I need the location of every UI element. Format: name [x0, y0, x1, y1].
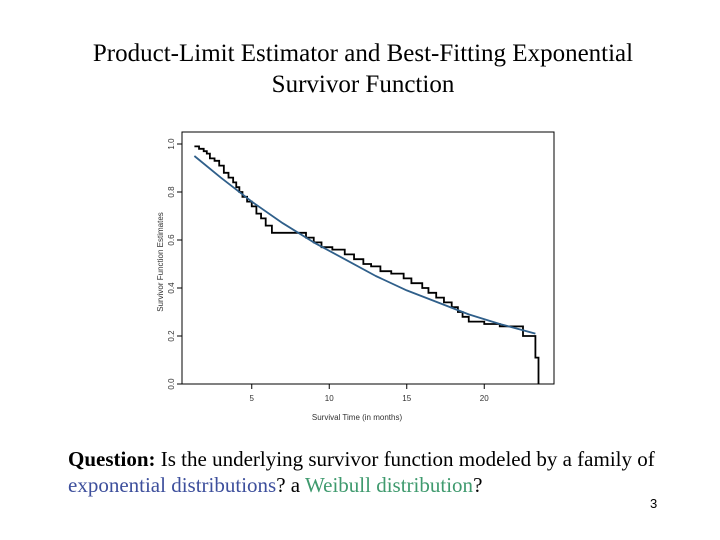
page-number: 3	[650, 496, 658, 511]
x-tick-label: 10	[325, 394, 334, 403]
y-tick-label: 0.0	[167, 378, 176, 390]
x-axis: 5 10 15 20	[250, 384, 489, 403]
title-line-2: Survivor Function	[271, 71, 455, 98]
question-lead: Question:	[68, 447, 156, 471]
y-axis: 0.0 0.2 0.4 0.6 0.8 1.0	[167, 138, 182, 390]
exponential-fit-curve	[193, 155, 536, 335]
x-tick-label: 5	[250, 394, 255, 403]
y-tick-label: 0.4	[167, 282, 176, 294]
series-group	[193, 145, 540, 384]
y-tick-label: 1.0	[167, 138, 176, 150]
y-tick-label: 0.6	[167, 234, 176, 246]
y-tick-label: 0.2	[167, 330, 176, 342]
y-axis-label: Survivor Function Estimates	[156, 212, 165, 312]
x-tick-label: 20	[480, 394, 489, 403]
plot-frame	[181, 131, 555, 385]
product-limit-step-curve	[194, 145, 540, 384]
x-axis-label: Survival Time (in months)	[312, 413, 403, 422]
title-line-1: Product-Limit Estimator and Best-Fitting…	[92, 40, 634, 67]
question-part-1: Is the underlying survivor function mode…	[155, 447, 655, 471]
x-tick-label: 15	[402, 394, 411, 403]
y-tick-label: 0.8	[167, 186, 176, 198]
question-part-3: ?	[473, 473, 483, 497]
slide-title: Product-Limit Estimator and Best-Fitting…	[20, 38, 706, 100]
question-text: Question: Is the underlying survivor fun…	[68, 446, 668, 498]
exponential-distributions-highlight: exponential distributions	[68, 473, 277, 497]
weibull-distribution-highlight: Weibull distribution	[305, 473, 474, 497]
question-part-2: ? a	[276, 473, 305, 497]
